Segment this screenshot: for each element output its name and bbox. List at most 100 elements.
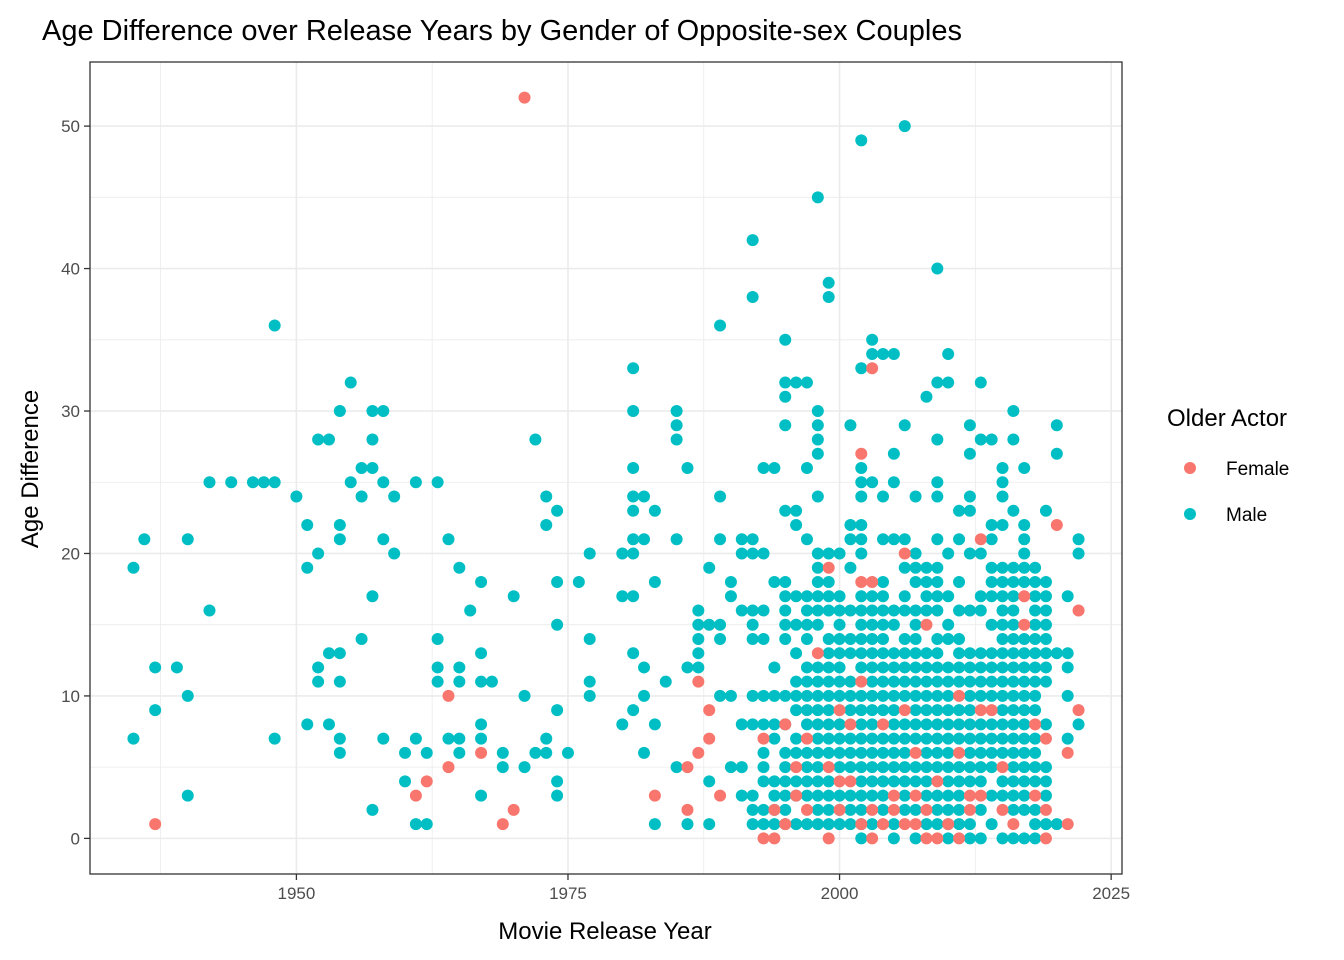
data-point-male [974,547,987,560]
data-point-male [942,675,955,688]
data-point-male [898,761,911,774]
data-point-male [811,618,824,631]
data-point-male [475,675,488,688]
data-point-male [714,319,727,332]
data-point-male [779,761,792,774]
data-point-male [627,462,640,474]
data-point-male [963,504,976,517]
data-point-male [181,789,194,802]
data-point-male [518,761,531,774]
data-point-male [887,533,900,546]
data-point-male [822,276,835,289]
data-point-male [942,689,955,702]
data-point-male [790,732,803,745]
data-point-male [953,789,966,802]
data-point-male [1039,647,1052,660]
data-point-male [268,319,281,332]
data-point-female [518,91,531,104]
data-point-male [942,590,955,603]
data-point-male [1061,647,1074,660]
data-point-male [855,775,868,788]
data-point-male [790,746,803,759]
data-point-male [724,761,737,774]
data-point-male [931,746,944,759]
legend: Older Actor Female Male [1167,405,1289,526]
data-point-male [985,689,998,702]
data-point-male [833,547,846,560]
x-tick-label: 1975 [549,884,587,903]
data-point-male [453,661,466,674]
data-point-male [366,803,379,816]
data-point-male [583,547,596,560]
data-point-male [1029,689,1042,702]
data-point-male [963,675,976,688]
data-point-male [855,732,868,745]
legend-key-female [1184,462,1196,474]
data-point-male [768,718,781,731]
data-point-male [887,476,900,489]
data-point-male [1050,419,1063,432]
data-point-male [920,561,933,574]
data-point-male [1039,675,1052,688]
data-point-male [757,746,770,759]
data-point-male [312,675,325,688]
data-point-male [529,746,542,759]
data-point-female [920,618,933,631]
data-point-male [931,818,944,831]
data-point-male [942,732,955,745]
data-point-male [779,632,792,645]
data-point-male [920,689,933,702]
data-point-male [170,661,183,674]
data-point-male [1029,803,1042,816]
data-point-male [920,775,933,788]
data-point-male [942,376,955,389]
y-tick-label: 10 [61,687,80,706]
data-point-male [898,661,911,674]
data-point-male [583,689,596,702]
data-point-male [844,689,857,702]
data-point-male [877,604,890,617]
data-point-male [887,704,900,717]
data-point-male [942,348,955,361]
data-point-male [877,803,890,816]
data-points [127,91,1085,845]
data-point-male [800,632,813,645]
data-point-male [909,575,922,588]
data-point-male [866,333,879,346]
data-point-female [953,689,966,702]
data-point-male [409,818,422,831]
data-point-male [855,547,868,560]
data-point-male [811,761,824,774]
data-point-male [790,704,803,717]
data-point-male [1072,533,1085,546]
data-point-male [800,462,813,474]
data-point-male [203,476,216,489]
data-point-male [942,775,955,788]
data-point-female [822,761,835,774]
data-point-male [768,732,781,745]
data-point-male [1018,803,1031,816]
data-point-male [909,775,922,788]
data-point-male [822,675,835,688]
data-point-female [790,789,803,802]
data-point-male [931,732,944,745]
data-point-male [1029,661,1042,674]
data-point-male [877,632,890,645]
data-point-male [746,718,759,731]
data-point-male [898,419,911,432]
data-point-male [811,704,824,717]
data-point-male [953,533,966,546]
data-point-male [963,818,976,831]
data-point-male [855,134,868,147]
data-point-male [779,746,792,759]
data-point-male [931,661,944,674]
plot-panel [89,61,1123,875]
data-point-female [931,775,944,788]
data-point-male [1007,675,1020,688]
data-point-male [985,647,998,660]
data-point-male [800,618,813,631]
data-point-male [312,433,325,446]
data-point-male [855,832,868,845]
data-point-male [822,775,835,788]
data-point-female [909,789,922,802]
